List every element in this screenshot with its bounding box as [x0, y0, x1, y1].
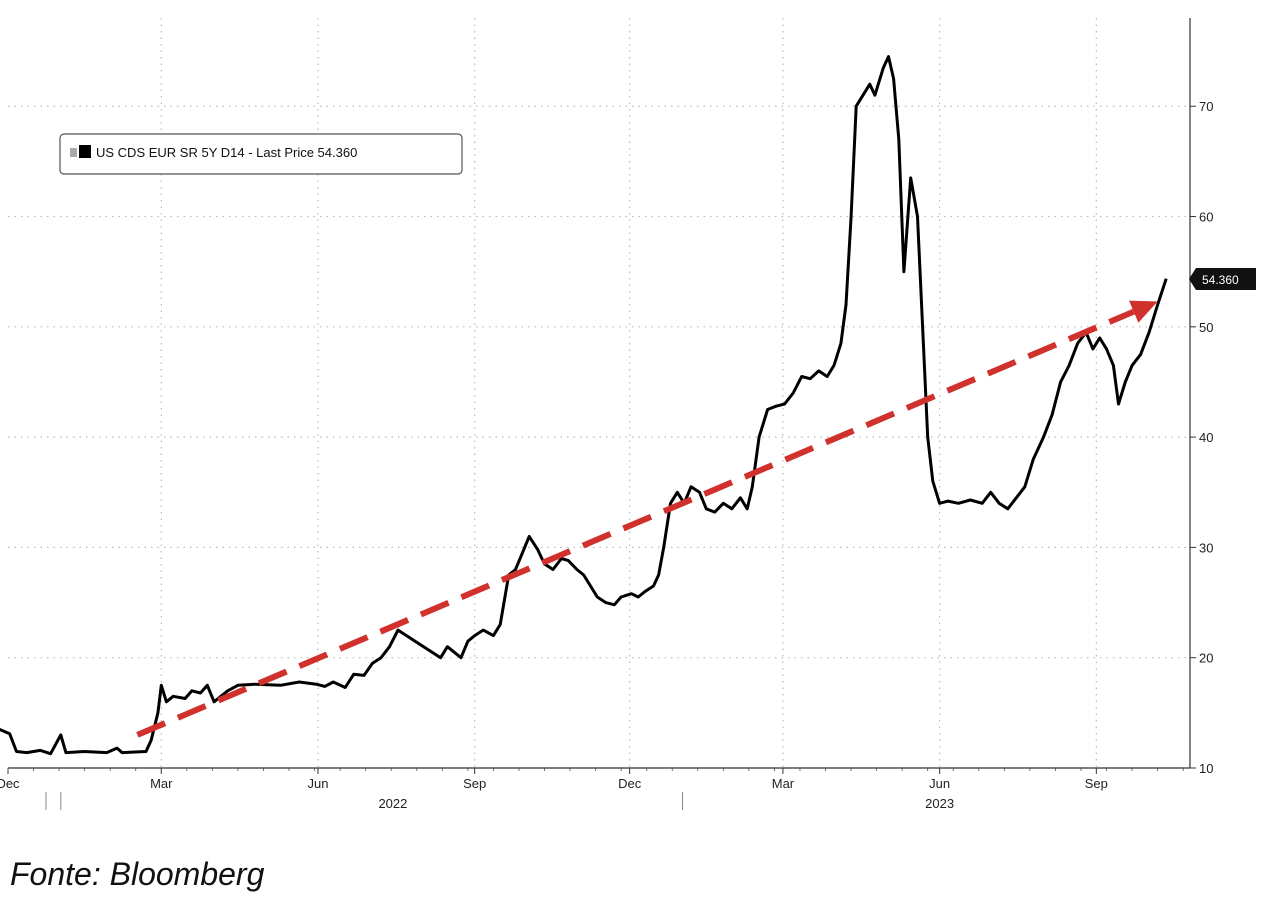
legend-swatch — [79, 145, 91, 158]
annotation-layer — [136, 300, 1158, 738]
badge-value: 54.360 — [1202, 273, 1239, 287]
legend-label: US CDS EUR SR 5Y D14 - Last Price 54.360 — [96, 145, 357, 160]
trend-arrow-shaft — [136, 308, 1135, 738]
x-tick-label: Mar — [150, 776, 173, 791]
source-caption: Fonte: Bloomberg — [10, 856, 265, 892]
legend-box — [59, 133, 463, 175]
y-tick-label: 70 — [1199, 99, 1213, 114]
y-tick-label: 10 — [1199, 761, 1213, 776]
x-tick-label: Dec — [0, 776, 20, 791]
year-label: 2022 — [378, 796, 407, 811]
x-tick-label: Sep — [1085, 776, 1108, 791]
x-tick-label: Dec — [618, 776, 642, 791]
legend-swatch-gray — [70, 148, 77, 157]
series-line — [0, 55, 1168, 756]
y-tick-label: 50 — [1199, 320, 1213, 335]
x-tick-label: Jun — [929, 776, 950, 791]
cds-chart: 10 20 30 40 50 60 70 Dec Mar Jun Sep Dec Mar Jun Sep 20… — [0, 18, 1256, 811]
legend: US CDS EUR SR 5Y D14 - Last Price 54.360 — [59, 133, 463, 175]
y-tick-label: 40 — [1199, 430, 1213, 445]
x-tick-label: Jun — [307, 776, 328, 791]
y-tick-label: 60 — [1199, 210, 1213, 225]
axes: 10 20 30 40 50 60 70 Dec Mar Jun Sep Dec Mar Jun Sep 20… — [0, 18, 1213, 811]
grid — [8, 18, 1190, 768]
trend-arrow-head — [1129, 300, 1158, 323]
last-price-badge: 54.360 — [1189, 268, 1256, 290]
series-layer — [0, 55, 1168, 756]
y-tick-label: 30 — [1199, 540, 1213, 555]
year-label: 2023 — [925, 796, 954, 811]
badge-shape — [1189, 268, 1256, 290]
y-tick-label: 20 — [1199, 651, 1213, 666]
x-tick-label: Mar — [772, 776, 795, 791]
x-tick-label: Sep — [463, 776, 486, 791]
